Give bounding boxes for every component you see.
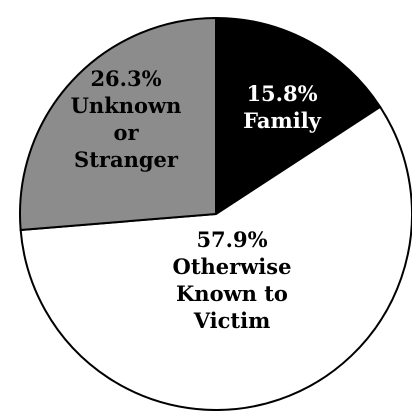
slice-label-line: Family	[243, 108, 322, 133]
pie-slice-family	[215, 17, 382, 215]
slice-label-family: 15.8% Family	[243, 81, 322, 133]
slice-label-line: Unknown	[71, 93, 182, 118]
slice-percent-otherwise-known: 57.9%	[196, 227, 267, 252]
pie-slices	[19, 17, 412, 411]
slice-percent-unknown-stranger: 26.3%	[90, 66, 161, 91]
slice-label-line: Stranger	[74, 147, 179, 172]
slice-label-otherwise-known: 57.9% Otherwise Known to Victim	[173, 227, 292, 333]
slice-percent-family: 15.8%	[246, 81, 317, 106]
slice-label-line: or	[113, 120, 139, 145]
slice-label-line: Otherwise	[173, 254, 292, 279]
slice-label-line: Known to	[176, 281, 288, 306]
slice-label-line: Victim	[193, 308, 271, 333]
pie-slice-unknown-stranger	[19, 17, 217, 231]
slice-label-unknown-stranger: 26.3% Unknown or Stranger	[71, 66, 182, 172]
pie-labels: 15.8% Family 57.9% Otherwise Known to Victim 2…	[71, 66, 322, 333]
